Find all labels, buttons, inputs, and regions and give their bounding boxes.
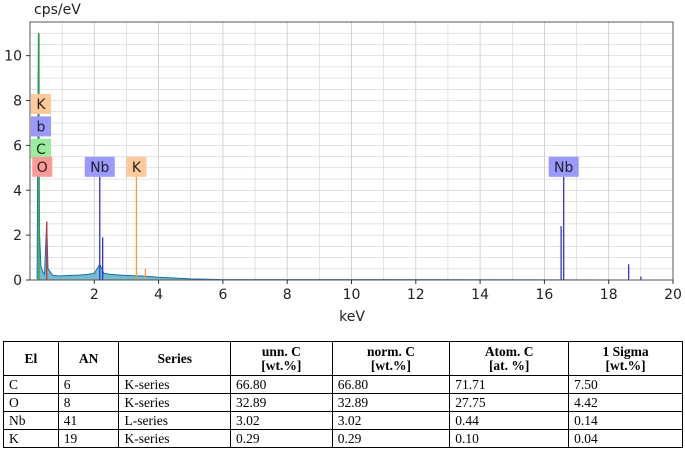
x-tick-label: 18: [600, 287, 618, 303]
x-tick-label: 12: [407, 287, 425, 303]
table-cell: 19: [57, 429, 120, 448]
column-header: El: [3, 341, 59, 376]
column-header: AN: [57, 341, 120, 376]
table-cell: K-series: [118, 375, 231, 394]
table-cell: K-series: [118, 429, 231, 448]
table-row: Nb 41 L-series 3.02 3.02 0.44 0.14: [3, 411, 683, 430]
element-label-box: [31, 116, 51, 137]
element-label-box: [31, 93, 51, 114]
table-cell: 71.71: [449, 375, 570, 394]
x-tick-label: 6: [218, 287, 227, 303]
element-label-text: K: [36, 97, 46, 113]
column-header-text: El: [24, 350, 38, 366]
element-label-box: [32, 156, 53, 177]
table-row: C 6 K-series 66.80 66.80 71.71 7.50: [3, 375, 683, 394]
table-cell: K: [3, 429, 59, 448]
element-label-box: [548, 156, 579, 177]
table-cell: 0.10: [449, 429, 570, 448]
y-tick-label: 6: [13, 138, 22, 154]
column-header-text: [wt.%]: [605, 357, 646, 373]
element-label-text: Nb: [90, 160, 109, 176]
column-header: 1 Sigma [wt.%]: [568, 341, 683, 376]
y-tick-label: 2: [13, 228, 22, 244]
table-cell: 3.02: [229, 411, 333, 430]
table-cell: 0.29: [331, 429, 451, 448]
table-cell: 0.29: [229, 429, 333, 448]
table-cell: 4.42: [568, 393, 683, 412]
quantification-table: El AN Series unn. C [wt.%] norm. C [wt.%] Atom.…: [3, 341, 683, 448]
table-body: C 6 K-series 66.80 66.80 71.71 7.50 O 8 K-series 3…: [3, 375, 683, 448]
column-header-text: [wt.%]: [261, 357, 302, 373]
table-cell: 3.02: [331, 411, 451, 430]
spectrum-line: [36, 33, 674, 281]
element-label-text: C: [36, 142, 46, 158]
element-label-box: [126, 156, 147, 177]
column-header: Atom. C [at. %]: [449, 341, 570, 376]
table-header-row: El AN Series unn. C [wt.%] norm. C [wt.%] Atom.…: [3, 341, 683, 376]
table-cell: 8: [57, 393, 120, 412]
table-row: O 8 K-series 32.89 32.89 27.75 4.42: [3, 393, 683, 412]
column-header-text: 1 Sigma: [602, 343, 649, 359]
y-tick-label: 8: [13, 94, 22, 110]
column-header-text: unn. C: [261, 343, 301, 359]
x-tick-label: 2: [90, 287, 99, 303]
x-tick-label: 4: [154, 287, 163, 303]
element-label-box: [31, 138, 51, 159]
chart-grid: [30, 22, 673, 280]
column-header: Series: [118, 341, 231, 376]
x-tick-label: 14: [471, 287, 489, 303]
column-header-text: Atom. C: [484, 343, 534, 359]
table-cell: 0.14: [568, 411, 683, 430]
column-header-text: Series: [157, 350, 192, 366]
column-header-text: norm. C: [366, 343, 415, 359]
column-header: unn. C [wt.%]: [229, 341, 333, 376]
x-tick-label: 10: [343, 287, 361, 303]
table-cell: K-series: [118, 393, 231, 412]
table-cell: 66.80: [331, 375, 451, 394]
column-header-text: [at. %]: [488, 357, 530, 373]
table-cell: C: [3, 375, 59, 394]
peak-lines: [38, 33, 642, 280]
y-tick-label: 4: [13, 183, 22, 199]
table-cell: 27.75: [449, 393, 570, 412]
table-cell: O: [3, 393, 59, 412]
table-cell: 7.50: [568, 375, 683, 394]
y-axis-label: cps/eV: [34, 2, 81, 18]
table-cell: 32.89: [229, 393, 333, 412]
x-tick-label: 20: [664, 287, 682, 303]
column-header-text: AN: [78, 350, 99, 366]
table-cell: 32.89: [331, 393, 451, 412]
y-tick-label: 0: [13, 273, 22, 289]
x-axis-label: keV: [339, 309, 365, 325]
table-row: K 19 K-series 0.29 0.29 0.10 0.04: [3, 429, 683, 448]
column-header: norm. C [wt.%]: [331, 341, 451, 376]
element-label-text: O: [37, 160, 48, 176]
table-cell: 0.04: [568, 429, 683, 448]
element-label-text: b: [37, 119, 46, 135]
element-label-text: Nb: [554, 160, 573, 176]
table-cell: 66.80: [229, 375, 333, 394]
table-cell: Nb: [3, 411, 59, 430]
table-cell: L-series: [118, 411, 231, 430]
element-label-text: K: [132, 160, 142, 176]
chart-axes: 2 4 6 8 10 12 14 16 18 20 0 2 4 6 8 10: [4, 21, 682, 303]
spectrum-area: [36, 33, 674, 281]
table-cell: 0.44: [449, 411, 570, 430]
table-cell: 6: [57, 375, 120, 394]
column-header-text: [wt.%]: [370, 357, 412, 373]
element-label-box: [84, 156, 115, 177]
y-tick-label: 10: [4, 49, 22, 65]
table-cell: 41: [57, 411, 120, 430]
x-tick-label: 16: [535, 287, 553, 303]
x-tick-label: 8: [283, 287, 292, 303]
